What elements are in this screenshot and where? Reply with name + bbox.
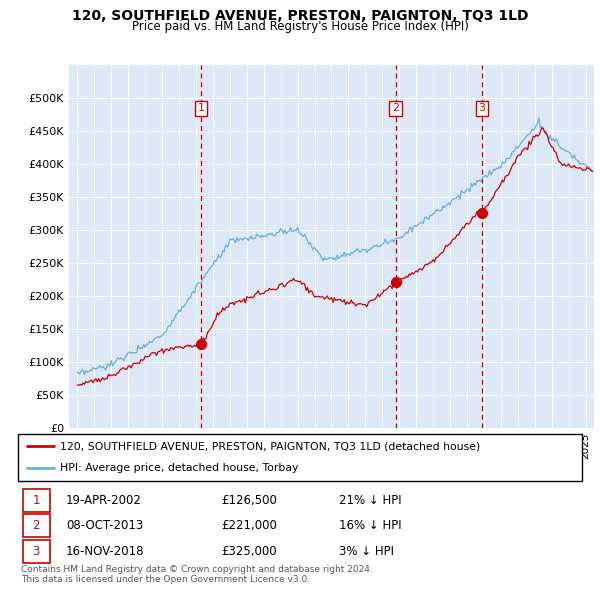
Text: HPI: Average price, detached house, Torbay: HPI: Average price, detached house, Torb… [60,463,299,473]
Text: 2: 2 [392,103,399,113]
Text: 3% ↓ HPI: 3% ↓ HPI [340,545,394,558]
Text: 16-NOV-2018: 16-NOV-2018 [66,545,145,558]
Text: 21% ↓ HPI: 21% ↓ HPI [340,494,402,507]
Text: Contains HM Land Registry data © Crown copyright and database right 2024.: Contains HM Land Registry data © Crown c… [21,565,373,574]
Text: 1: 1 [32,494,40,507]
Bar [23,540,50,563]
Text: 16% ↓ HPI: 16% ↓ HPI [340,519,402,532]
Text: 3: 3 [32,545,40,558]
Text: This data is licensed under the Open Government Licence v3.0.: This data is licensed under the Open Gov… [21,575,310,584]
Text: 19-APR-2002: 19-APR-2002 [66,494,142,507]
Text: £325,000: £325,000 [221,545,277,558]
Bar [23,514,50,537]
Text: Price paid vs. HM Land Registry's House Price Index (HPI): Price paid vs. HM Land Registry's House … [131,20,469,33]
Text: £126,500: £126,500 [221,494,277,507]
Text: 08-OCT-2013: 08-OCT-2013 [66,519,143,532]
Bar [23,489,50,512]
Text: £221,000: £221,000 [221,519,277,532]
Text: 1: 1 [197,103,205,113]
Text: 3: 3 [478,103,485,113]
Text: 2: 2 [32,519,40,532]
Text: 120, SOUTHFIELD AVENUE, PRESTON, PAIGNTON, TQ3 1LD: 120, SOUTHFIELD AVENUE, PRESTON, PAIGNTO… [72,9,528,23]
Text: 120, SOUTHFIELD AVENUE, PRESTON, PAIGNTON, TQ3 1LD (detached house): 120, SOUTHFIELD AVENUE, PRESTON, PAIGNTO… [60,441,481,451]
